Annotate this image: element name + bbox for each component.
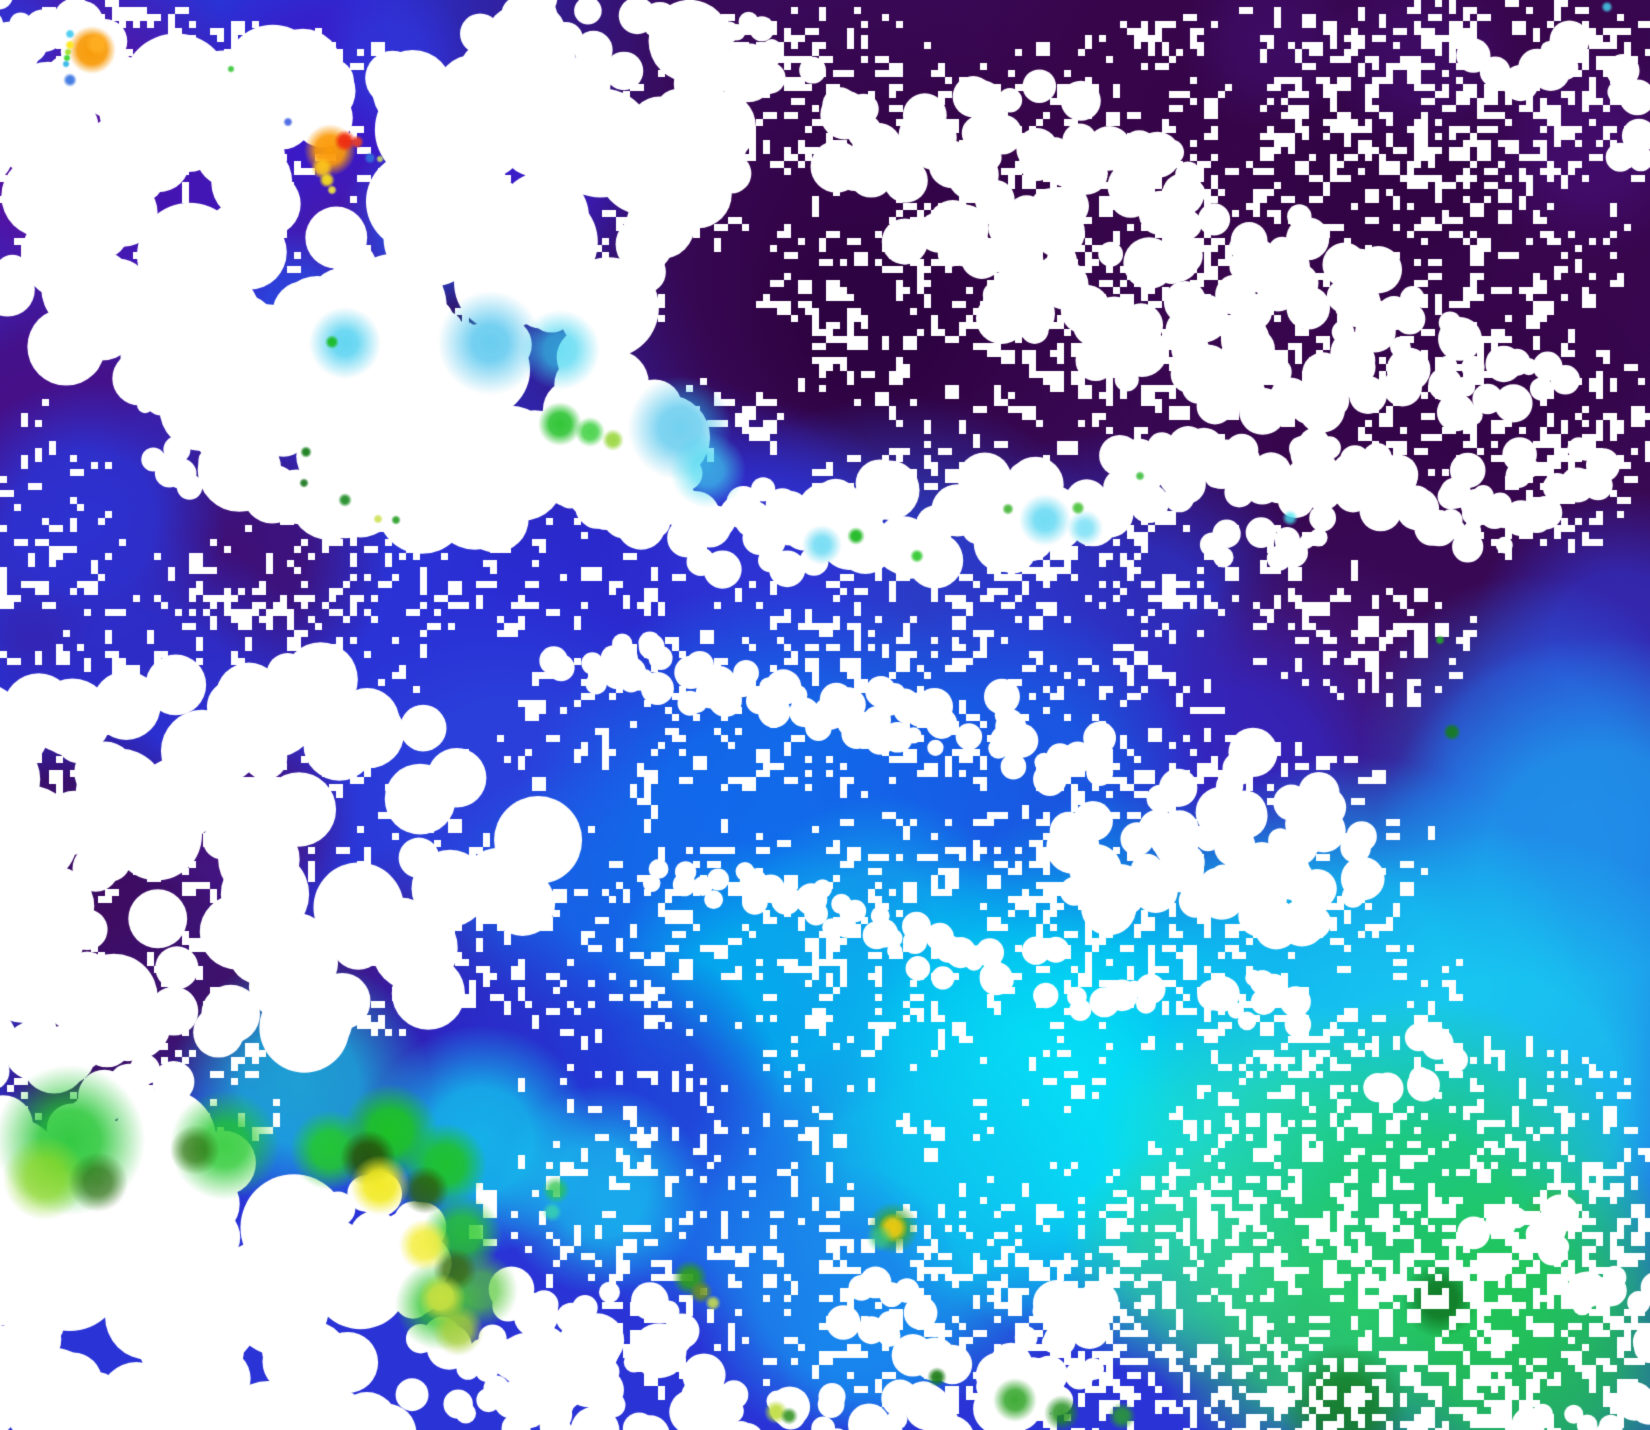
satellite-chlorophyll-map-viewport [0,0,1650,1430]
ocean-color-raster [0,0,1650,1430]
